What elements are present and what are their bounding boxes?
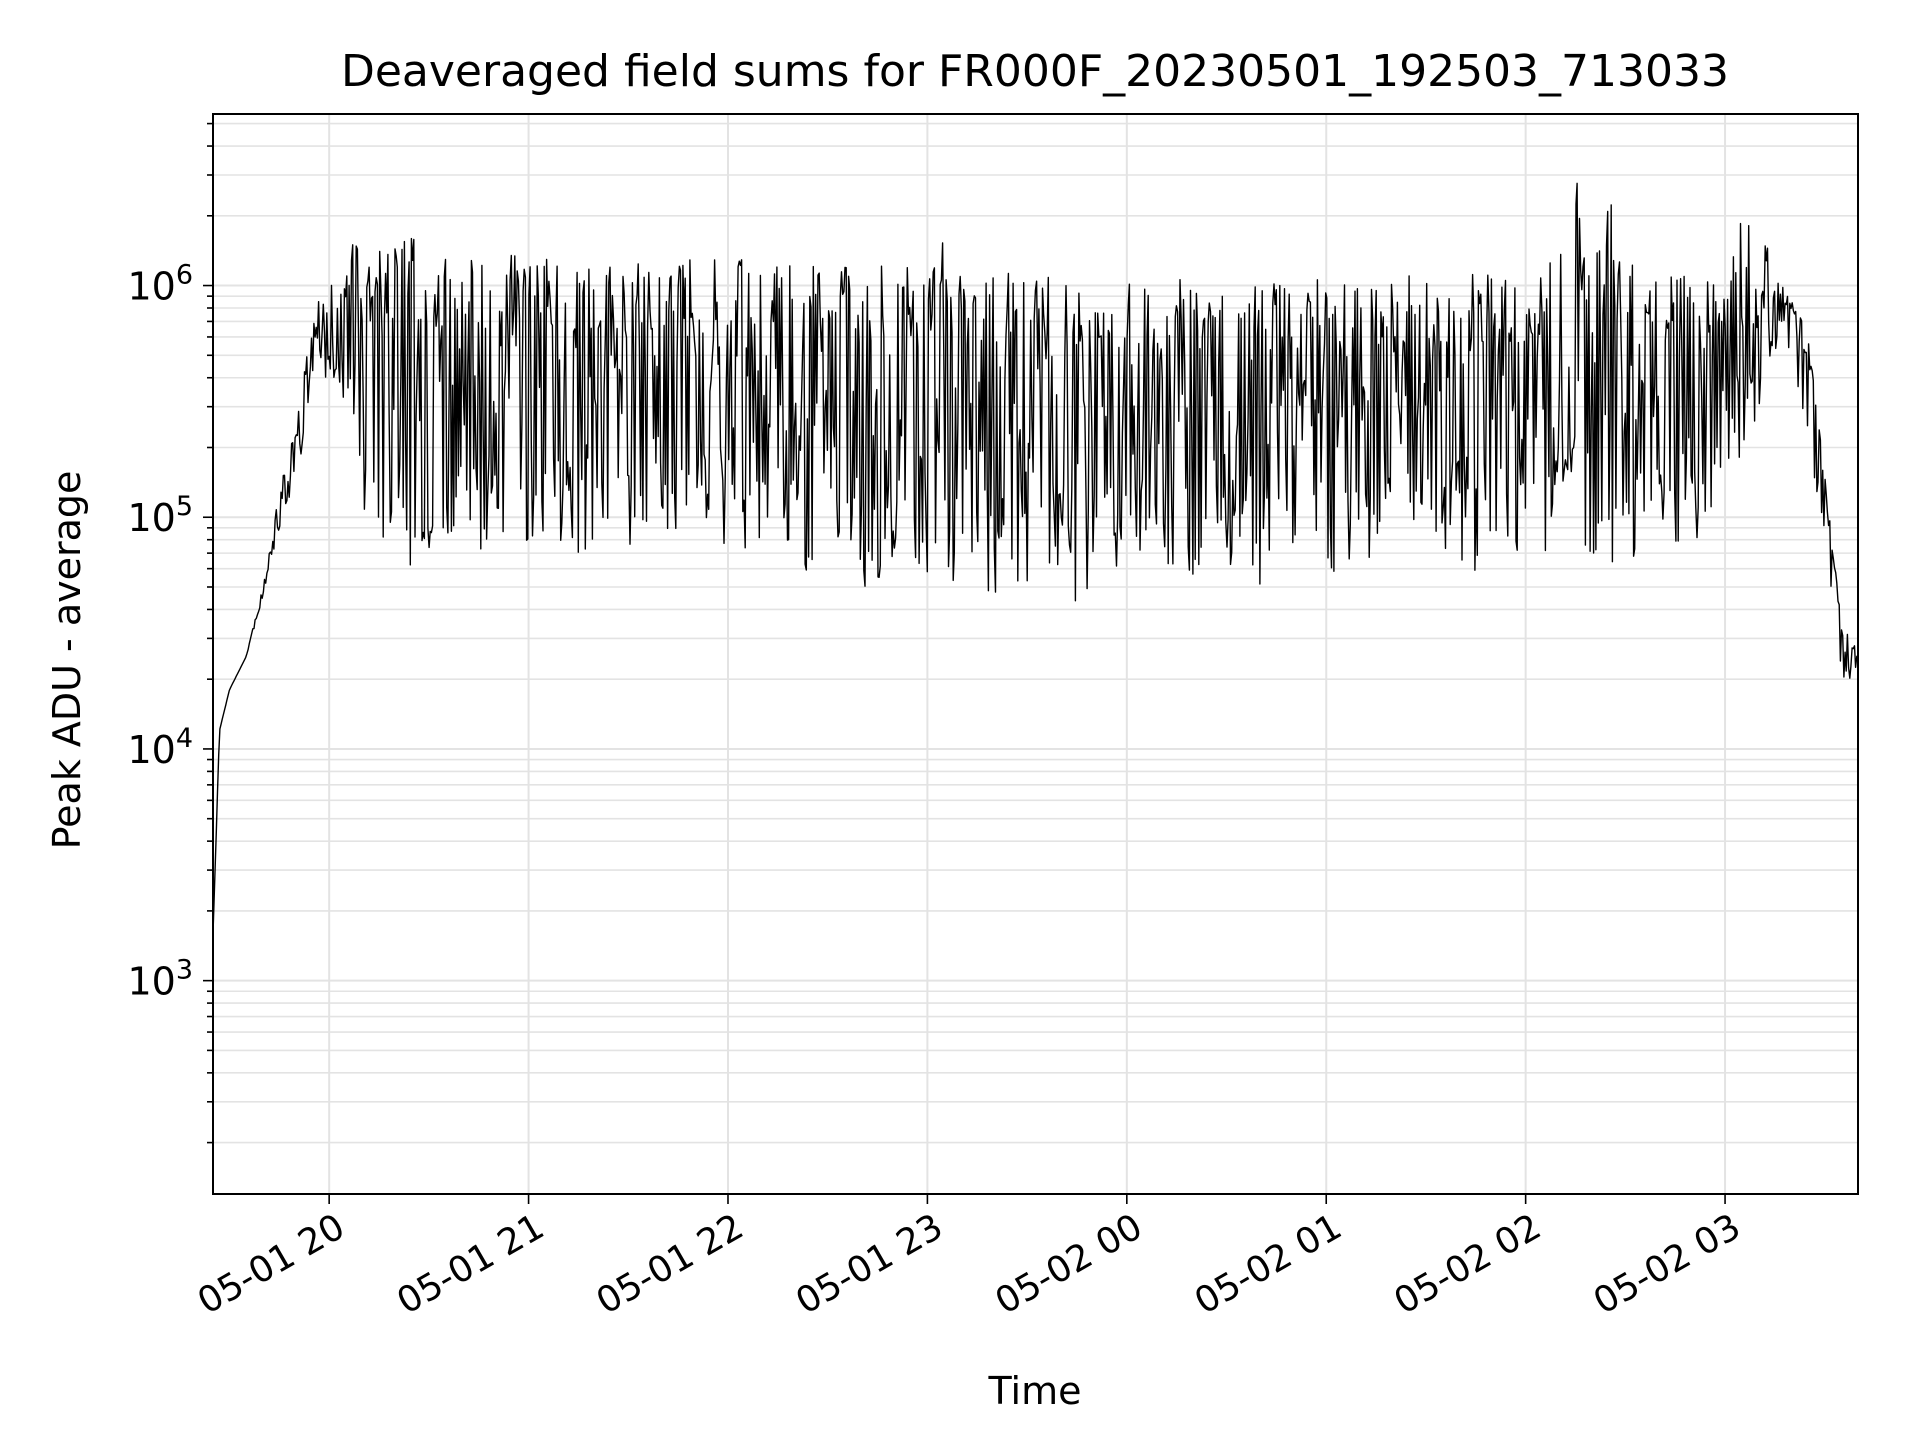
y-tick-label: 106 — [127, 260, 193, 309]
x-axis-label: Time — [988, 1369, 1082, 1413]
y-tick-label: 103 — [127, 955, 193, 1004]
plot-frame — [212, 113, 1859, 1195]
chart-title: Deaveraged field sums for FR000F_2023050… — [341, 46, 1729, 97]
y-tick-label: 105 — [127, 491, 193, 540]
y-axis-label: Peak ADU - average — [45, 471, 89, 850]
series-layer — [212, 182, 1859, 940]
series-line — [212, 182, 1859, 940]
y-tick-label: 104 — [127, 723, 193, 772]
